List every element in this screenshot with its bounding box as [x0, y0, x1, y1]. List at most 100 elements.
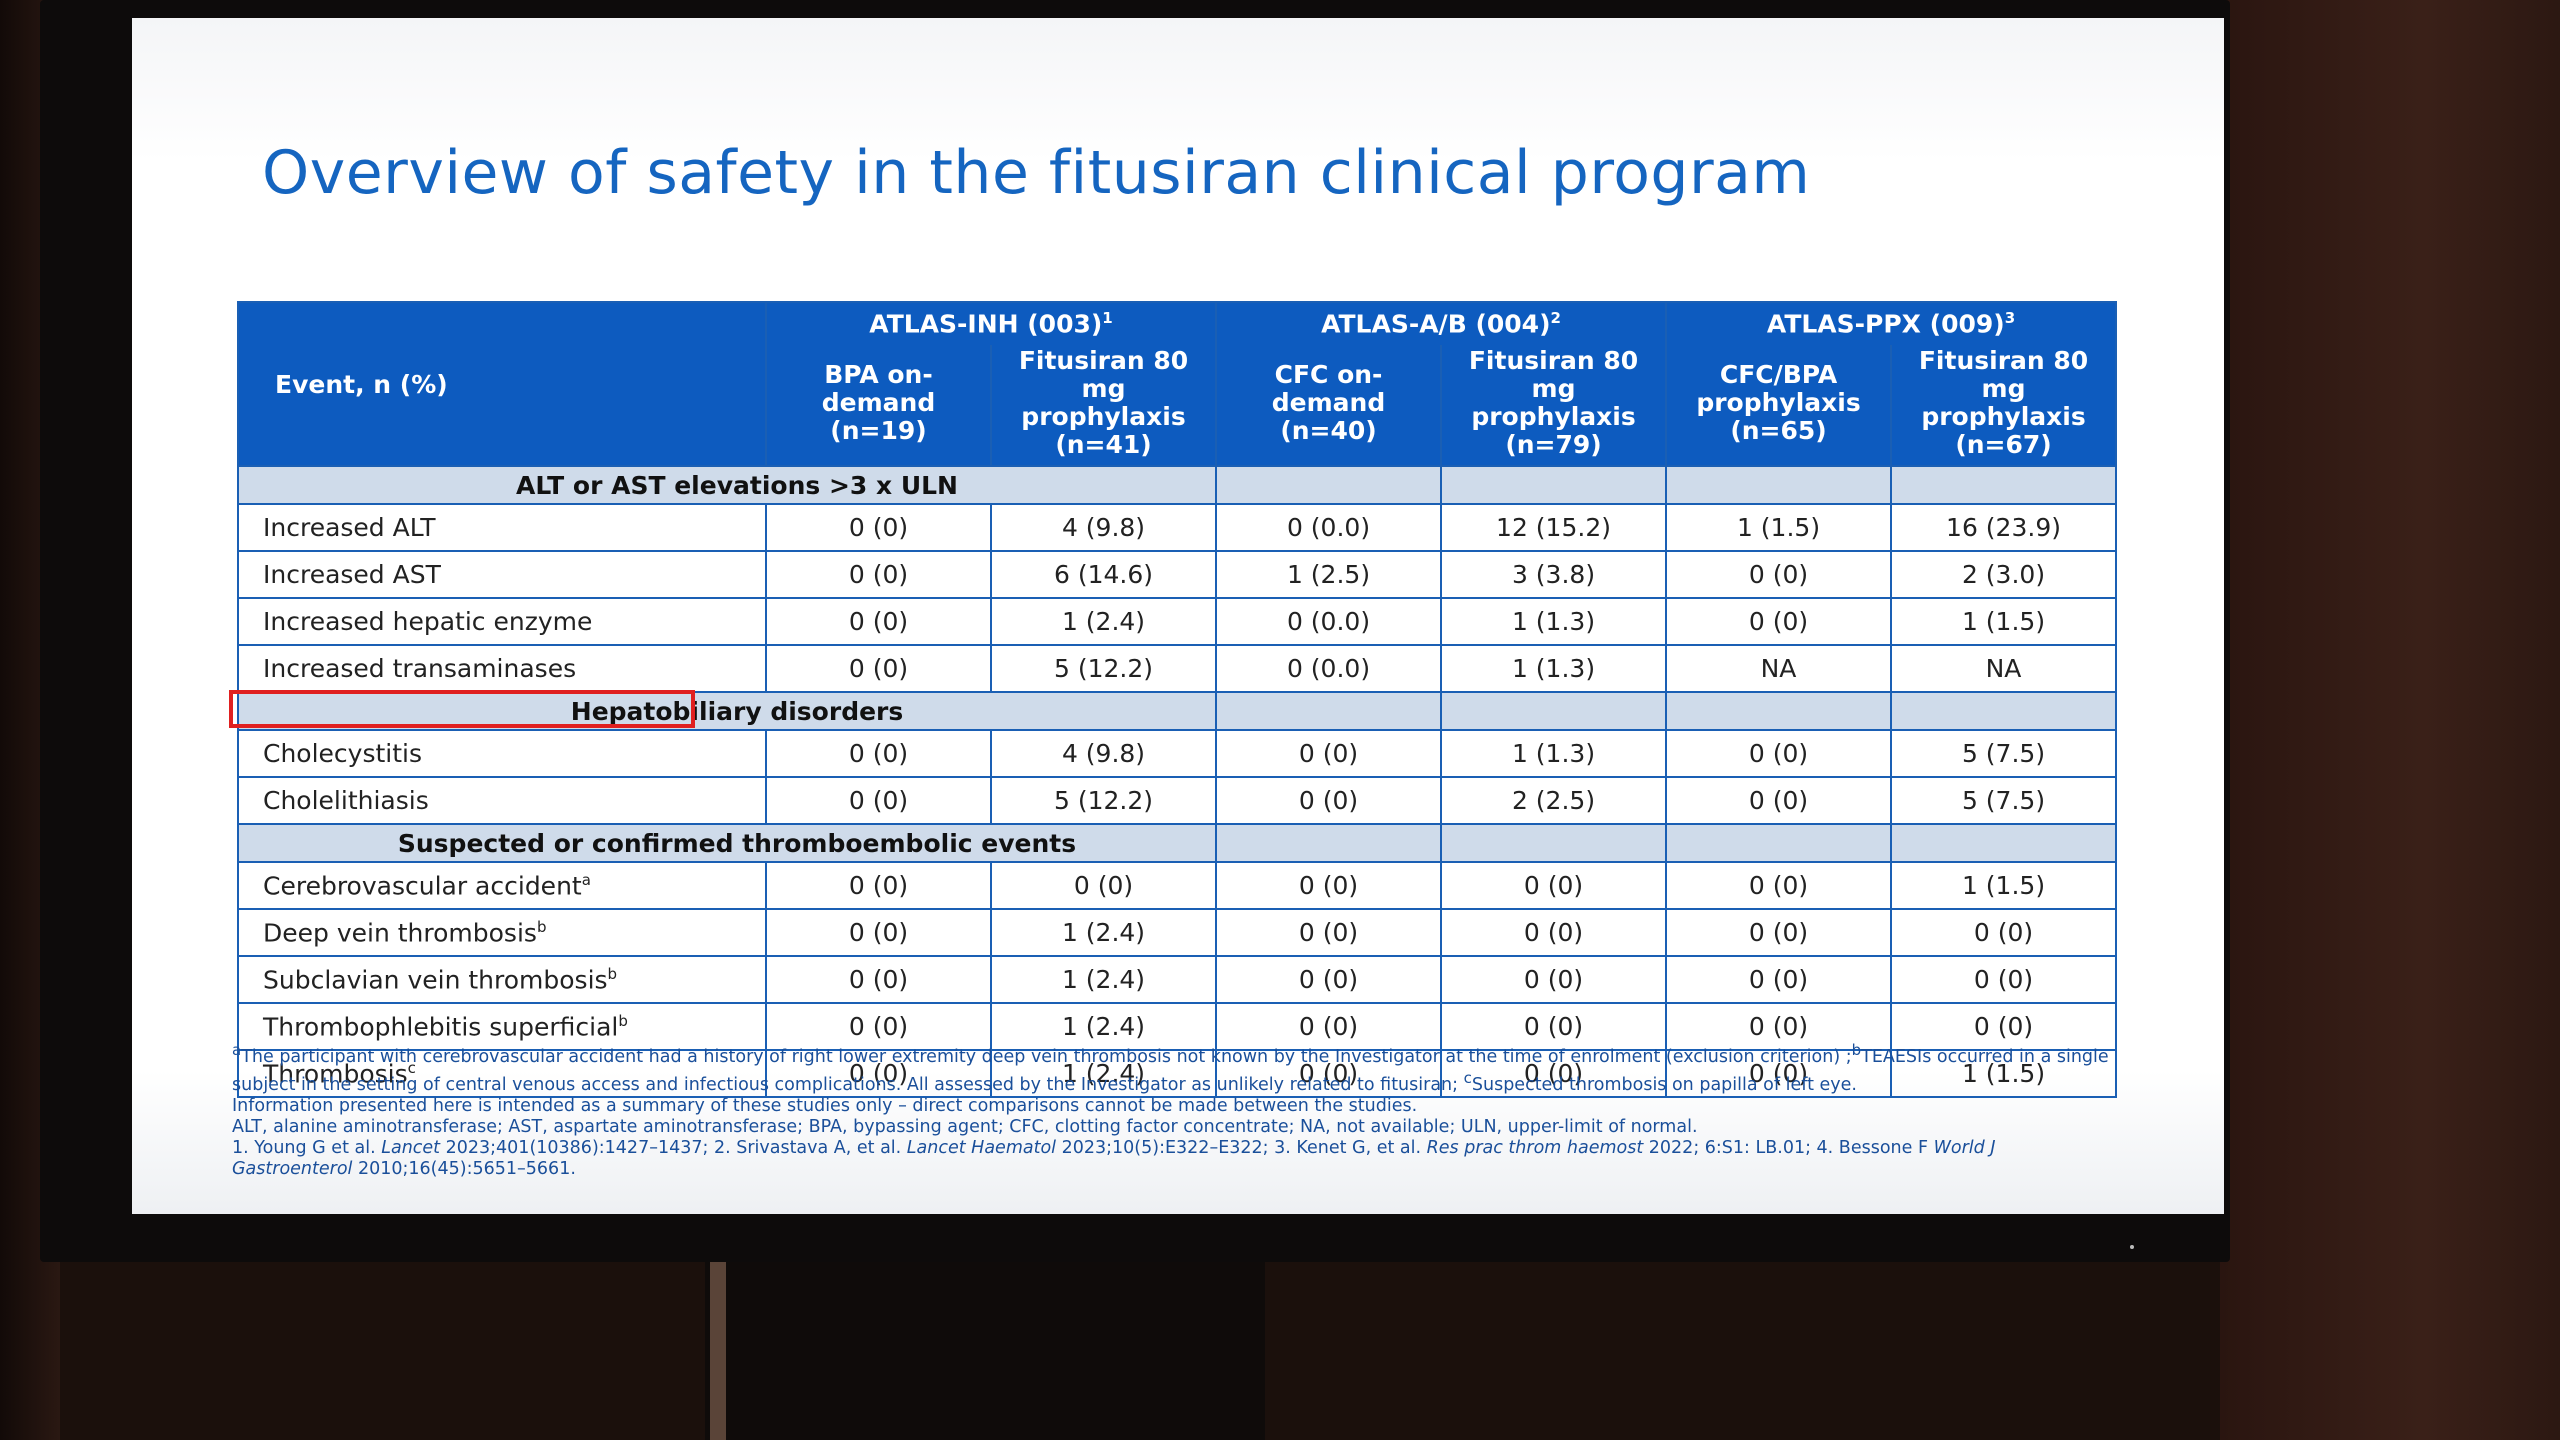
value-cell: 0 (0) [1440, 908, 1668, 957]
event-label: Cerebrovascular accidenta [237, 861, 767, 910]
value-cell: 0 (0) [765, 729, 992, 778]
value-cell: 1 (2.5) [1215, 550, 1443, 599]
table-row: Thrombophlebitis superficialb 0 (0) 1 (2.4… [237, 1002, 2118, 1051]
value-cell: 1 (1.5) [1665, 503, 1893, 552]
value-cell: 0 (0) [1215, 729, 1443, 778]
table-row: Increased hepatic enzyme 0 (0) 1 (2.4) 0 (0… [237, 597, 2118, 646]
value-cell: 0 (0) [1665, 1049, 1893, 1098]
value-cell: 0 (0.0) [1215, 644, 1443, 693]
value-cell: 12 (15.2) [1440, 503, 1668, 552]
value-cell: 0 (0) [1665, 908, 1893, 957]
section-blank-cell [1440, 465, 1668, 505]
section-blank-cell [1665, 691, 1893, 731]
value-cell: 1 (1.5) [1890, 597, 2118, 646]
power-indicator [2130, 1245, 2134, 1249]
event-column-header: Event, n (%) [237, 301, 767, 466]
safety-table-container: Event, n (%) ATLAS-INH (003)1 ATLAS-A/B … [229, 301, 2118, 1098]
section-row: Suspected or confirmed thromboembolic ev… [236, 823, 2118, 863]
event-label: Thrombosisc [237, 1049, 767, 1098]
value-cell: 1 (2.4) [989, 908, 1218, 957]
value-cell: 1 (1.3) [1440, 644, 1668, 693]
safety-table: Event, n (%) ATLAS-INH (003)1 ATLAS-A/B … [229, 301, 2118, 1098]
section-blank-cell [1665, 823, 1893, 863]
value-cell: 4 (9.8) [989, 503, 1218, 552]
value-cell: 0 (0.0) [1215, 503, 1443, 552]
value-cell: 4 (9.8) [989, 729, 1218, 778]
table-row: Cerebrovascular accidenta 0 (0) 0 (0) 0 (0)… [237, 861, 2118, 910]
table-row: Cholecystitis 0 (0) 4 (9.8) 0 (0) 1 (1.3) 0 (… [237, 729, 2118, 778]
room-background-right [2220, 0, 2560, 1440]
section-row: ALT or AST elevations >3 x ULN [236, 465, 2118, 505]
section-blank-cell [1665, 465, 1893, 505]
value-cell: 0 (0) [1890, 1002, 2118, 1051]
section-row: Hepatobiliary disorders [229, 690, 2118, 731]
event-label: Increased ALT [237, 503, 767, 552]
event-label: Increased hepatic enzyme [237, 597, 767, 646]
value-cell: 0 (0) [765, 908, 992, 957]
event-label: Cholecystitis [237, 729, 767, 778]
study-header: ATLAS-A/B (004)2 [1215, 301, 1668, 345]
column-header: CFC/BPA prophylaxis (n=65) [1665, 345, 1893, 467]
value-cell: 0 (0) [1215, 1002, 1443, 1051]
value-cell: 0 (0) [1665, 1002, 1893, 1051]
value-cell: 5 (12.2) [989, 776, 1218, 825]
value-cell: 0 (0) [1215, 776, 1443, 825]
event-label: Deep vein thrombosisb [237, 908, 767, 957]
value-cell: 0 (0) [1665, 729, 1893, 778]
value-cell: 1 (2.4) [989, 597, 1218, 646]
value-cell: 0 (0.0) [1215, 597, 1443, 646]
slide-title: Overview of safety in the fitusiran clin… [262, 138, 1811, 208]
value-cell: 1 (1.5) [1890, 1049, 2118, 1098]
table-body: ALT or AST elevations >3 x ULN Increased … [229, 465, 2118, 1098]
value-cell: 0 (0) [765, 644, 992, 693]
value-cell: 5 (7.5) [1890, 729, 2118, 778]
value-cell: 1 (1.3) [1440, 597, 1668, 646]
value-cell: 0 (0) [989, 861, 1218, 910]
value-cell: 0 (0) [1890, 955, 2118, 1004]
section-blank-cell [1890, 823, 2118, 863]
footnote-info: Information presented here is intended a… [232, 1095, 1418, 1116]
value-cell: 0 (0) [765, 861, 992, 910]
value-cell: 0 (0) [1440, 861, 1668, 910]
monitor-stand [705, 1250, 1265, 1440]
table-row: Subclavian vein thrombosisb 0 (0) 1 (2.4) 0… [237, 955, 2118, 1004]
study-header: ATLAS-PPX (009)3 [1665, 301, 2118, 345]
value-cell: 16 (23.9) [1890, 503, 2118, 552]
footnote-references: 1. Young G et al. Lancet 2023;401(10386)… [232, 1137, 1996, 1179]
stand-post [710, 1255, 726, 1440]
section-blank-cell [1215, 823, 1443, 863]
value-cell: 0 (0) [1440, 1049, 1668, 1098]
table-row: Deep vein thrombosisb 0 (0) 1 (2.4) 0 (0) 0 … [237, 908, 2118, 957]
value-cell: 0 (0) [1665, 550, 1893, 599]
table-row: Increased transaminases 0 (0) 5 (12.2) 0 (0… [237, 644, 2118, 693]
section-blank-cell [1215, 465, 1443, 505]
table-row: Cholelithiasis 0 (0) 5 (12.2) 0 (0) 2 (2.5) 0… [237, 776, 2118, 825]
table-row: Thrombosisc 0 (0) 1 (2.4) 0 (0) 0 (0) 0 (0) 1 … [237, 1049, 2118, 1098]
value-cell: 2 (3.0) [1890, 550, 2118, 599]
value-cell: 0 (0) [765, 597, 992, 646]
column-header: Fitusiran 80 mg prophylaxis (n=79) [1440, 345, 1668, 467]
value-cell: 6 (14.6) [989, 550, 1218, 599]
table-row: Increased AST 0 (0) 6 (14.6) 1 (2.5) 3 (3.8)… [237, 550, 2118, 599]
value-cell: 0 (0) [1440, 1002, 1668, 1051]
value-cell: 0 (0) [1665, 861, 1893, 910]
column-header: Fitusiran 80 mg prophylaxis (n=41) [989, 345, 1218, 467]
value-cell: 1 (2.4) [989, 955, 1218, 1004]
column-header: BPA on-demand (n=19) [765, 345, 992, 467]
value-cell: 5 (7.5) [1890, 776, 2118, 825]
footnote-abbreviations: ALT, alanine aminotransferase; AST, aspa… [232, 1116, 1698, 1137]
value-cell: 2 (2.5) [1440, 776, 1668, 825]
event-label: Increased AST [237, 550, 767, 599]
event-label: Subclavian vein thrombosisb [237, 955, 767, 1004]
value-cell: 0 (0) [1440, 955, 1668, 1004]
value-cell: 0 (0) [1215, 908, 1443, 957]
section-blank-cell [1215, 691, 1443, 731]
value-cell: 5 (12.2) [989, 644, 1218, 693]
value-cell: 0 (0) [765, 1049, 992, 1098]
footnote-abc: aThe participant with cerebrovascular ac… [232, 1041, 2109, 1095]
section-blank-cell [1440, 691, 1668, 731]
value-cell: 0 (0) [1890, 908, 2118, 957]
value-cell: NA [1890, 644, 2118, 693]
value-cell: 1 (2.4) [989, 1049, 1218, 1098]
value-cell: 0 (0) [765, 776, 992, 825]
